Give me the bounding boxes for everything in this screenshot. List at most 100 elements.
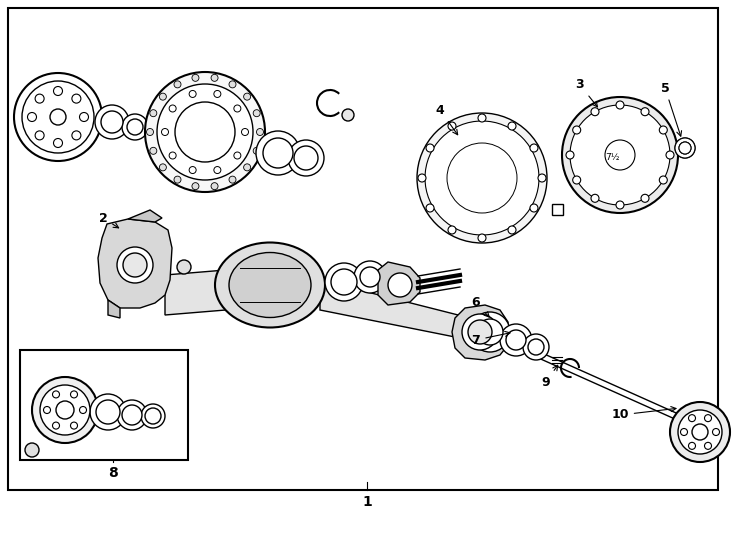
Circle shape <box>192 75 199 82</box>
Text: 4: 4 <box>435 104 458 134</box>
Text: 8: 8 <box>108 466 118 480</box>
Circle shape <box>678 410 722 454</box>
Circle shape <box>325 263 363 301</box>
Circle shape <box>478 114 486 122</box>
Circle shape <box>117 247 153 283</box>
Circle shape <box>641 107 649 116</box>
Circle shape <box>670 402 730 462</box>
Circle shape <box>27 112 37 122</box>
Circle shape <box>425 121 539 235</box>
Circle shape <box>508 226 516 234</box>
Circle shape <box>43 407 51 414</box>
Circle shape <box>675 138 695 158</box>
Circle shape <box>56 401 74 419</box>
Circle shape <box>478 234 486 242</box>
Circle shape <box>122 405 142 425</box>
Circle shape <box>189 166 196 173</box>
Circle shape <box>659 126 667 134</box>
Circle shape <box>605 140 635 170</box>
Circle shape <box>530 204 538 212</box>
Circle shape <box>174 81 181 88</box>
Circle shape <box>123 253 147 277</box>
Circle shape <box>150 147 157 154</box>
Circle shape <box>159 164 167 171</box>
Circle shape <box>470 312 510 352</box>
Circle shape <box>523 334 549 360</box>
Circle shape <box>54 138 62 147</box>
Text: 10: 10 <box>611 407 676 422</box>
Circle shape <box>294 146 318 170</box>
Circle shape <box>528 339 544 355</box>
Circle shape <box>192 183 199 190</box>
Circle shape <box>244 164 250 171</box>
Text: 6: 6 <box>472 296 490 317</box>
Polygon shape <box>452 305 508 360</box>
Circle shape <box>263 138 293 168</box>
Circle shape <box>641 194 649 202</box>
Circle shape <box>175 102 235 162</box>
Text: 2: 2 <box>98 212 119 228</box>
Circle shape <box>70 391 78 398</box>
Circle shape <box>468 320 492 344</box>
Circle shape <box>159 93 167 100</box>
Circle shape <box>688 442 696 449</box>
Circle shape <box>538 174 546 182</box>
Circle shape <box>211 75 218 82</box>
Circle shape <box>101 111 123 133</box>
Circle shape <box>388 273 412 297</box>
Circle shape <box>214 91 221 97</box>
Circle shape <box>54 86 62 96</box>
Circle shape <box>705 442 711 449</box>
Circle shape <box>508 122 516 130</box>
Circle shape <box>79 407 87 414</box>
Circle shape <box>705 415 711 422</box>
Circle shape <box>72 94 81 103</box>
Circle shape <box>95 105 129 139</box>
Polygon shape <box>128 210 162 222</box>
Circle shape <box>147 129 153 136</box>
Circle shape <box>229 81 236 88</box>
Polygon shape <box>165 268 250 315</box>
Circle shape <box>591 107 599 116</box>
Circle shape <box>53 391 59 398</box>
Circle shape <box>354 261 386 293</box>
Circle shape <box>22 81 94 153</box>
Bar <box>8 8 718 490</box>
Polygon shape <box>108 300 120 318</box>
Circle shape <box>426 144 434 152</box>
Bar <box>552 204 563 215</box>
Circle shape <box>448 122 456 130</box>
Circle shape <box>25 443 39 457</box>
Circle shape <box>562 97 678 213</box>
Circle shape <box>331 269 357 295</box>
Circle shape <box>616 201 624 209</box>
Circle shape <box>256 129 264 136</box>
Text: 5: 5 <box>661 82 682 136</box>
Circle shape <box>32 377 98 443</box>
Circle shape <box>418 174 426 182</box>
Circle shape <box>14 73 102 161</box>
Circle shape <box>675 138 695 158</box>
Circle shape <box>360 267 380 287</box>
Circle shape <box>679 142 691 154</box>
Circle shape <box>342 109 354 121</box>
Circle shape <box>90 394 126 430</box>
Circle shape <box>530 144 538 152</box>
Circle shape <box>169 105 176 112</box>
Circle shape <box>169 152 176 159</box>
Ellipse shape <box>215 242 325 327</box>
Circle shape <box>566 151 574 159</box>
Circle shape <box>117 400 147 430</box>
Circle shape <box>96 400 120 424</box>
Text: 7: 7 <box>472 332 510 347</box>
Circle shape <box>666 151 674 159</box>
Circle shape <box>141 404 165 428</box>
Circle shape <box>680 429 688 435</box>
Circle shape <box>448 226 456 234</box>
Circle shape <box>679 142 691 154</box>
Circle shape <box>234 105 241 112</box>
Circle shape <box>122 114 148 140</box>
Circle shape <box>234 152 241 159</box>
Circle shape <box>189 91 196 97</box>
Circle shape <box>570 105 670 205</box>
